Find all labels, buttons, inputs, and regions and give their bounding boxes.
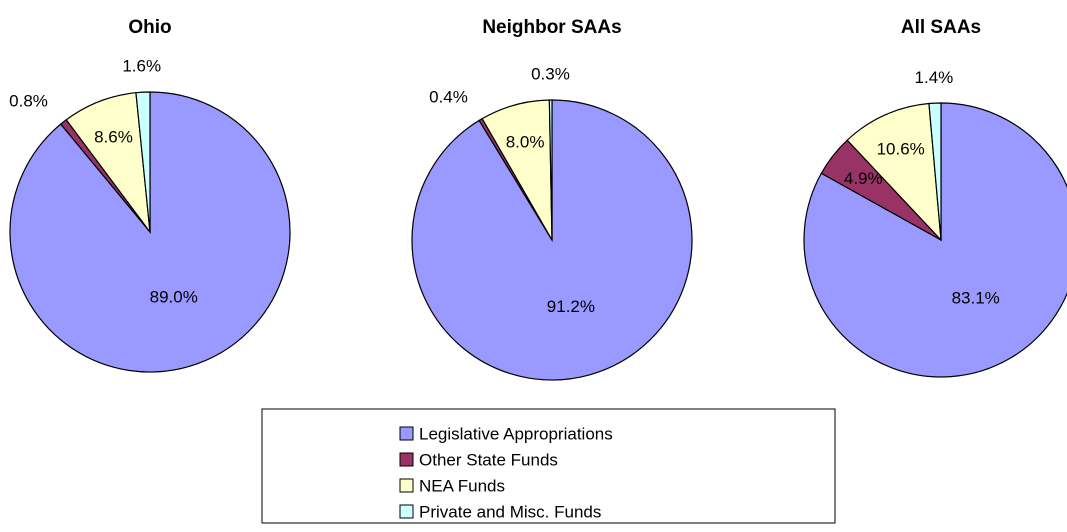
chart-title: All SAAs <box>901 17 981 38</box>
legend-label: Other State Funds <box>419 450 558 469</box>
legend-label: NEA Funds <box>419 476 505 495</box>
chart-title: Ohio <box>128 17 171 38</box>
data-label: 0.3% <box>531 64 570 83</box>
pie-slice <box>928 102 942 241</box>
data-label: 8.0% <box>506 132 545 151</box>
chart-title: Neighbor SAAs <box>482 17 621 38</box>
data-label: 0.4% <box>429 87 468 106</box>
legend-swatch <box>399 426 414 441</box>
pie-slice <box>803 102 1067 378</box>
data-label: 89.0% <box>150 287 198 306</box>
legend-label: Private and Misc. Funds <box>419 502 601 521</box>
data-label: 83.1% <box>952 289 1000 308</box>
legend-swatch <box>399 452 414 467</box>
data-label: 1.6% <box>122 56 161 75</box>
data-label: 8.6% <box>94 128 133 147</box>
data-label: 10.6% <box>877 139 925 158</box>
legend-box <box>261 408 836 524</box>
pie-slice <box>548 99 553 241</box>
data-label: 4.9% <box>844 169 883 188</box>
legend-swatch <box>399 504 414 519</box>
legend-label: Legislative Appropriations <box>419 424 613 443</box>
pie-slice <box>135 91 151 233</box>
data-label: 0.8% <box>9 92 48 111</box>
legend-swatch <box>399 478 414 493</box>
data-label: 1.4% <box>915 68 954 87</box>
pie-slice <box>846 102 942 242</box>
data-label: 91.2% <box>547 297 595 316</box>
